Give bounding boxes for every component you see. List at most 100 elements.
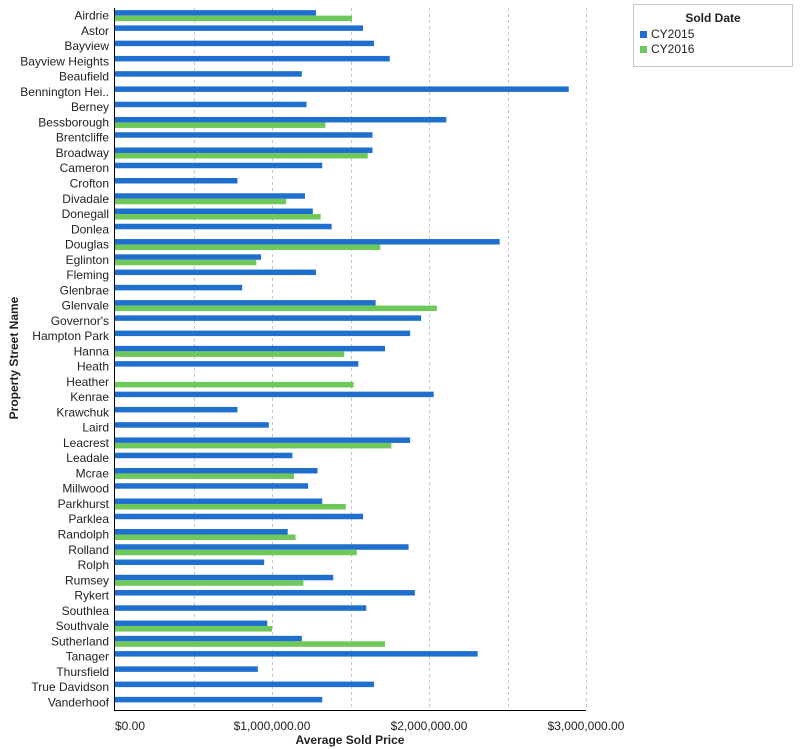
- bar-cy2016-13[interactable]: [115, 198, 287, 205]
- category-label: Rykert: [74, 589, 109, 603]
- bar-cy2016-33[interactable]: [115, 503, 346, 510]
- bar-cy2015-33[interactable]: [115, 498, 323, 504]
- bar-cy2015-28[interactable]: [115, 422, 269, 428]
- category-label: Tanager: [66, 650, 109, 664]
- bar-cy2016-38[interactable]: [115, 580, 304, 586]
- category-label: Parklea: [68, 512, 109, 526]
- bar-cy2016-16[interactable]: [115, 244, 381, 251]
- bar-cy2015-36[interactable]: [115, 544, 409, 550]
- legend-label-cy2016: CY2016: [651, 42, 695, 56]
- category-label: Rumsey: [65, 573, 109, 587]
- bar-cy2015-39[interactable]: [115, 590, 415, 596]
- bar-cy2015-17[interactable]: [115, 254, 262, 260]
- bar-cy2015-32[interactable]: [115, 483, 309, 489]
- bar-cy2015-31[interactable]: [115, 467, 318, 474]
- bar-cy2015-7[interactable]: [115, 101, 307, 108]
- category-label: Donegall: [62, 207, 109, 221]
- bar-cy2015-21[interactable]: [115, 315, 422, 321]
- category-label: Kenrae: [70, 390, 109, 404]
- bar-cy2016-31[interactable]: [115, 473, 294, 479]
- category-label: Airdrie: [74, 9, 109, 23]
- category-label: Southvale: [56, 619, 110, 633]
- legend-item-cy2016[interactable]: CY2016: [640, 42, 792, 56]
- bar-cy2016-41[interactable]: [115, 626, 272, 632]
- legend-swatch-cy2016: [640, 45, 647, 53]
- bar-cy2015-13[interactable]: [115, 193, 305, 199]
- bar-cy2016-14[interactable]: [115, 214, 321, 220]
- legend: Sold Date CY2015 CY2016: [633, 4, 793, 67]
- bar-cy2015-29[interactable]: [115, 437, 411, 443]
- bar-cy2015-27[interactable]: [115, 406, 238, 413]
- x-tick-label: $3,000,000.00: [548, 719, 625, 733]
- bar-cy2015-8[interactable]: [115, 116, 447, 123]
- bar-cy2015-22[interactable]: [115, 330, 411, 337]
- bar-cy2015-30[interactable]: [115, 452, 293, 459]
- x-tick-label: $1,000,000.00: [234, 719, 311, 733]
- bar-cy2016-1[interactable]: [115, 15, 353, 22]
- x-axis-title: Average Sold Price: [296, 733, 405, 747]
- bar-cy2015-43[interactable]: [115, 651, 478, 657]
- bar-cy2015-5[interactable]: [115, 71, 302, 77]
- category-label: Fleming: [66, 268, 109, 282]
- bar-cy2015-15[interactable]: [115, 223, 332, 230]
- bar-cy2016-42[interactable]: [115, 641, 386, 647]
- bar-cy2016-23[interactable]: [115, 351, 345, 357]
- bar-cy2015-20[interactable]: [115, 300, 376, 306]
- legend-swatch-cy2015: [640, 30, 647, 38]
- category-label: Sutherland: [51, 634, 109, 648]
- bar-cy2015-46[interactable]: [115, 696, 323, 703]
- bar-cy2015-26[interactable]: [115, 391, 434, 398]
- bar-cy2015-45[interactable]: [115, 681, 375, 688]
- bar-cy2015-24[interactable]: [115, 361, 359, 367]
- bar-cy2015-1[interactable]: [115, 10, 316, 16]
- bar-cy2015-34[interactable]: [115, 513, 364, 520]
- bar-cy2015-11[interactable]: [115, 162, 323, 169]
- category-label: Bennington Hei..: [20, 85, 109, 99]
- category-label: Bessborough: [38, 115, 109, 129]
- category-label: Crofton: [70, 177, 109, 191]
- bar-cy2016-10[interactable]: [115, 152, 368, 159]
- category-label: Hampton Park: [32, 329, 110, 343]
- legend-item-cy2015[interactable]: CY2015: [640, 27, 792, 41]
- bar-cy2015-44[interactable]: [115, 666, 258, 672]
- bar-cy2015-19[interactable]: [115, 284, 243, 291]
- bar-cy2016-25[interactable]: [115, 381, 354, 388]
- bar-cy2015-3[interactable]: [115, 40, 375, 47]
- category-label: Astor: [81, 24, 109, 38]
- category-label: Heath: [77, 360, 109, 374]
- bar-cy2015-10[interactable]: [115, 147, 373, 153]
- category-label: Douglas: [65, 238, 109, 252]
- bar-cy2015-16[interactable]: [115, 239, 500, 245]
- bar-cy2015-4[interactable]: [115, 55, 390, 62]
- category-label: Parkhurst: [58, 497, 110, 511]
- bar-cy2016-8[interactable]: [115, 122, 326, 128]
- bar-cy2016-36[interactable]: [115, 549, 357, 556]
- bar-cy2015-42[interactable]: [115, 635, 302, 642]
- bar-cy2016-29[interactable]: [115, 442, 392, 449]
- category-label: Vanderhoof: [48, 695, 110, 709]
- category-label: Krawchuk: [56, 405, 110, 419]
- bar-cy2015-35[interactable]: [115, 529, 288, 535]
- bar-cy2015-41[interactable]: [115, 620, 268, 627]
- category-label: Leadale: [66, 451, 109, 465]
- bar-cy2015-23[interactable]: [115, 345, 386, 352]
- bar-cy2016-20[interactable]: [115, 305, 437, 312]
- bar-cy2015-37[interactable]: [115, 559, 265, 566]
- category-label: Divadale: [62, 192, 109, 206]
- category-label: True Davidson: [31, 680, 109, 694]
- bar-cy2016-35[interactable]: [115, 534, 296, 541]
- category-label: Thursfield: [56, 665, 109, 679]
- bar-cy2015-14[interactable]: [115, 208, 313, 215]
- bar-cy2015-2[interactable]: [115, 25, 364, 31]
- bar-cy2015-6[interactable]: [115, 86, 569, 92]
- bar-cy2015-40[interactable]: [115, 605, 367, 611]
- bar-cy2015-18[interactable]: [115, 269, 316, 276]
- bar-cy2016-17[interactable]: [115, 259, 257, 266]
- bar-cy2015-12[interactable]: [115, 178, 238, 184]
- bar-cy2015-9[interactable]: [115, 132, 373, 138]
- bar-cy2015-38[interactable]: [115, 574, 334, 581]
- category-label: Randolph: [58, 528, 109, 542]
- category-label: Governor's: [51, 314, 109, 328]
